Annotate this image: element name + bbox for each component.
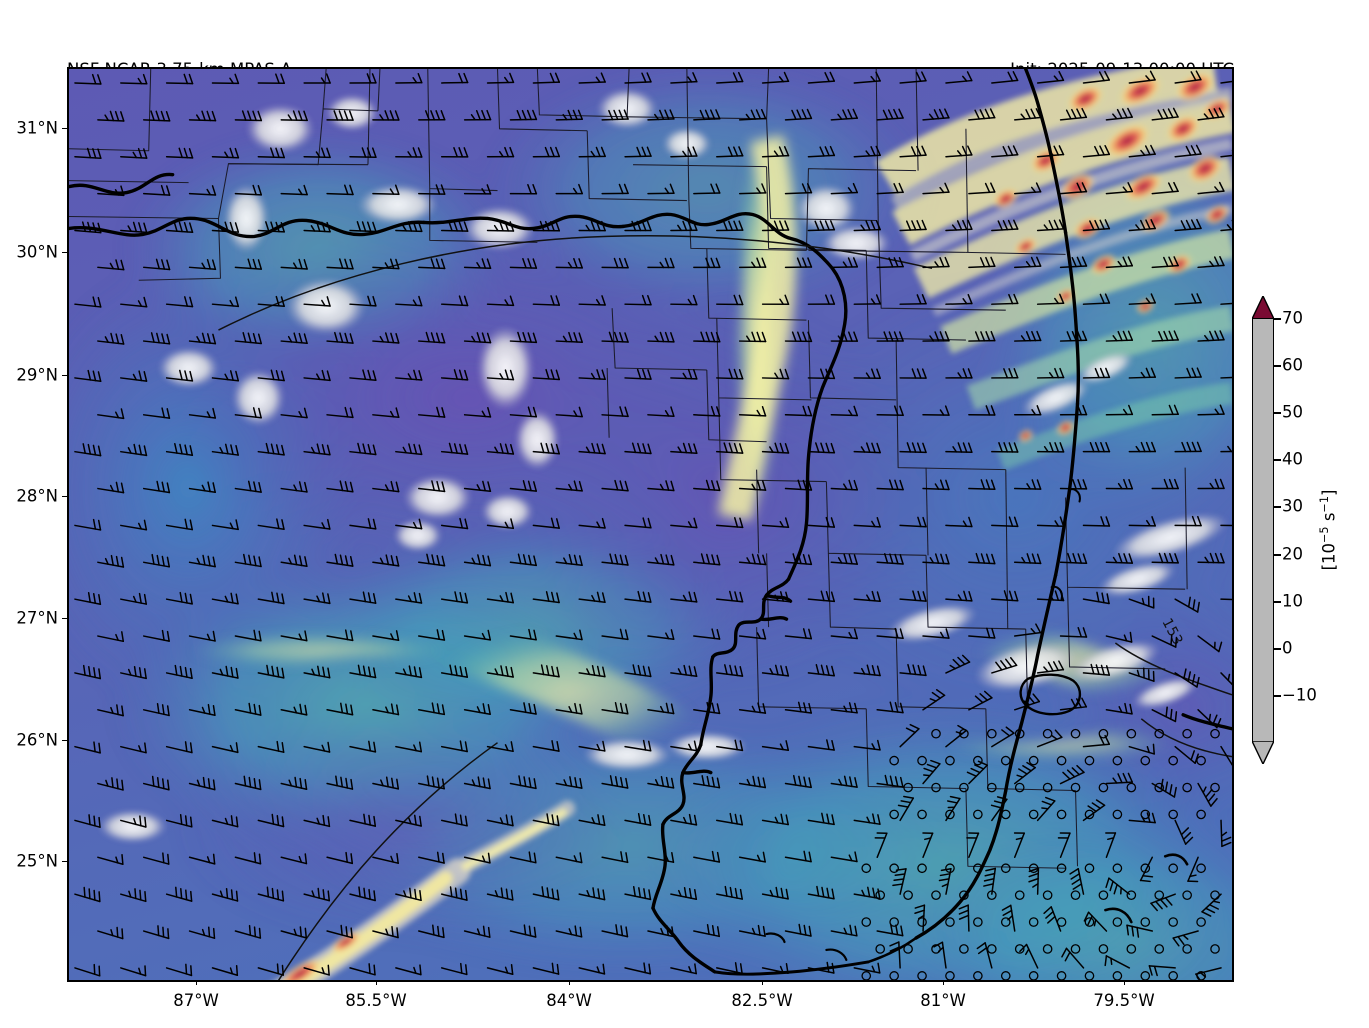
colorbar-under-arrow	[1252, 741, 1274, 764]
colorbar-over-arrow	[1252, 296, 1274, 319]
map-axes[interactable]: 153	[67, 67, 1234, 982]
colorbar-gradient	[1252, 318, 1274, 742]
coastline-layer	[69, 69, 1232, 976]
colorbar[interactable]: 70 60 50 40 30 20 10 0 −10	[1252, 296, 1317, 764]
wind-barbs-layer	[74, 70, 1232, 980]
colorbar-axis-label: [10−5 s−1]	[1318, 489, 1339, 571]
height-contour-layer	[218, 235, 1232, 980]
vorticity-shading-layer	[69, 69, 1232, 980]
calm-wind-stipple-layer	[861, 728, 1220, 980]
